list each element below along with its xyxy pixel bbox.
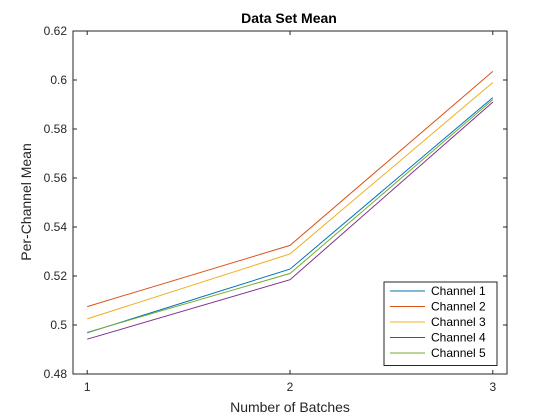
- legend-label-channel-2: Channel 2: [431, 300, 486, 314]
- legend-label-channel-1: Channel 1: [431, 284, 486, 298]
- x-tick-label: 1: [84, 380, 91, 394]
- y-tick-label: 0.62: [44, 24, 68, 38]
- y-tick-label: 0.56: [44, 171, 68, 185]
- x-axis-ticks: 1 2 3: [84, 31, 496, 394]
- series-line-channel-4: [87, 101, 494, 340]
- legend-label-channel-4: Channel 4: [431, 331, 486, 345]
- y-tick-label: 0.6: [50, 73, 67, 87]
- y-axis-label: Per-Channel Mean: [18, 143, 34, 261]
- series-lines: [87, 71, 494, 340]
- x-axis-label: Number of Batches: [230, 399, 350, 415]
- y-axis-ticks: 0.48 0.5 0.52 0.54 0.56 0.58 0.6 0.62: [44, 24, 507, 381]
- y-tick-label: 0.54: [44, 220, 68, 234]
- x-tick-label: 3: [489, 380, 496, 394]
- y-tick-label: 0.5: [50, 318, 67, 332]
- x-tick-label: 2: [287, 380, 294, 394]
- series-line-channel-2: [87, 71, 494, 308]
- legend-label-channel-5: Channel 5: [431, 346, 486, 360]
- chart-title: Data Set Mean: [241, 10, 337, 26]
- series-line-channel-1: [87, 97, 494, 334]
- series-line-channel-5: [87, 99, 494, 333]
- series-line-channel-3: [87, 82, 494, 320]
- y-tick-label: 0.58: [44, 122, 68, 136]
- legend-label-channel-3: Channel 3: [431, 315, 486, 329]
- legend-box: [383, 281, 498, 366]
- y-tick-label: 0.52: [44, 269, 68, 283]
- y-tick-label: 0.48: [44, 367, 68, 381]
